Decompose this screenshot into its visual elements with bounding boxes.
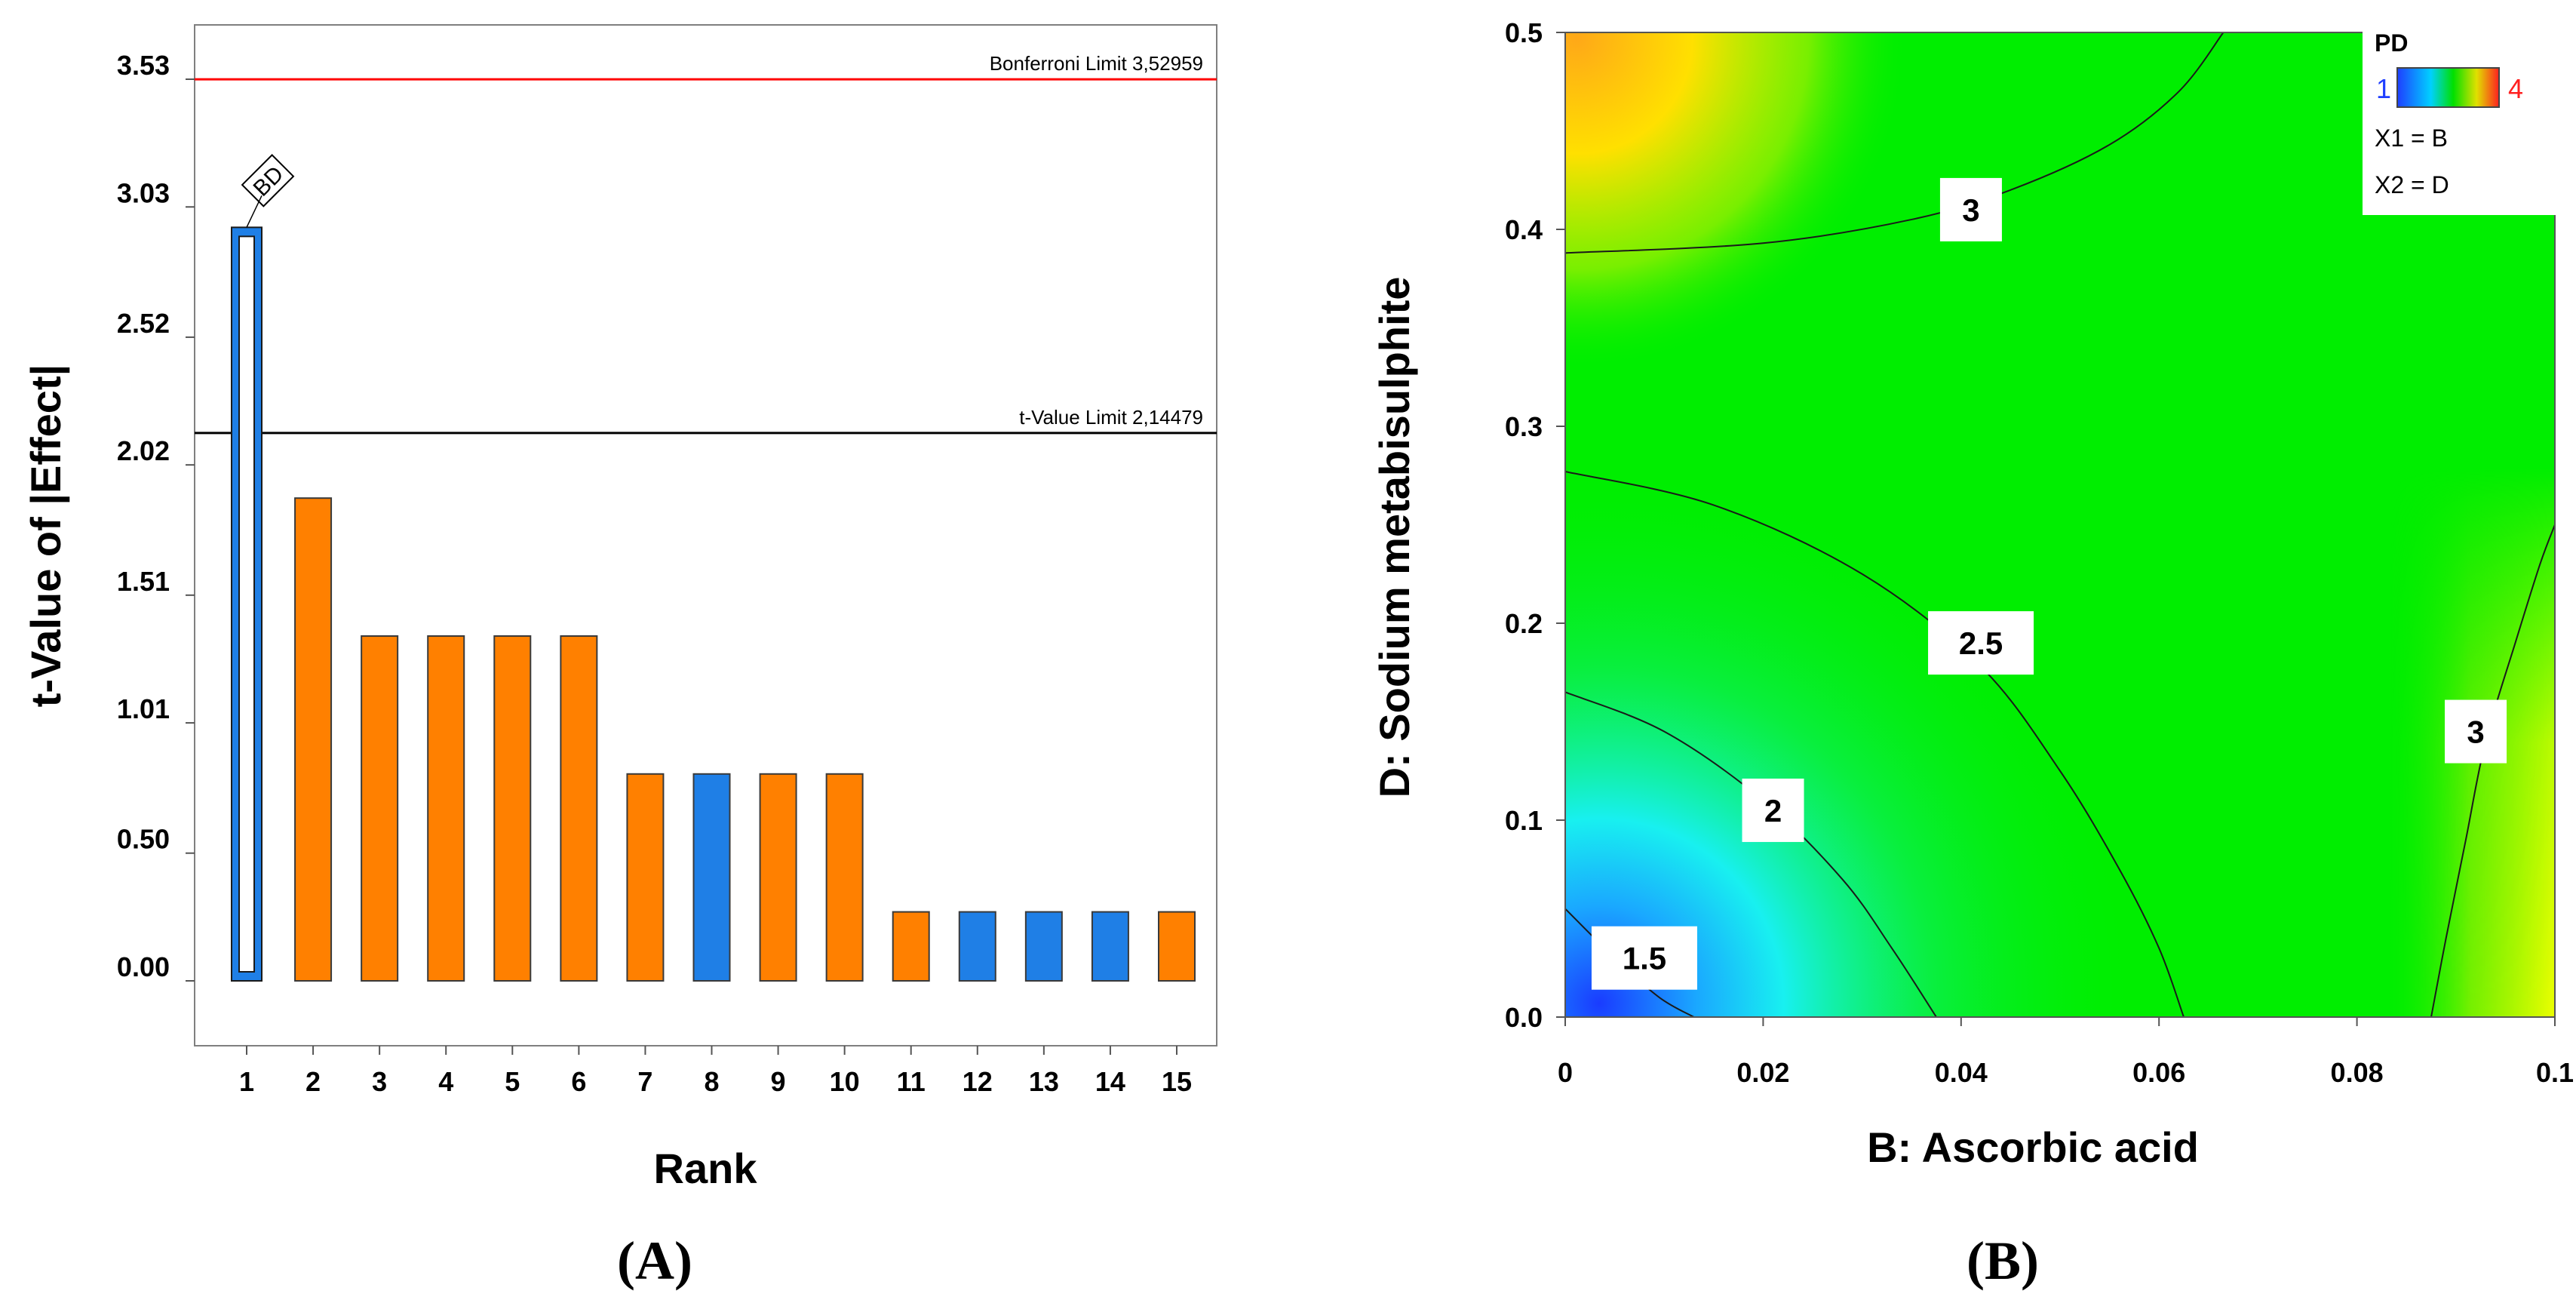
y-tick-label: 3.03	[117, 177, 170, 208]
x-tick-label: 8	[704, 1066, 719, 1097]
x-tick-label: 2	[305, 1066, 321, 1097]
x-tick-label: 4	[438, 1066, 453, 1097]
y-tick-label: 0.1	[1505, 805, 1543, 836]
bar-tag-leader	[246, 195, 263, 228]
pareto-chart: Bonferroni Limit 3,52959 t-Value Limit 2…	[22, 24, 1217, 1291]
color-legend: PD 1 4 X1 = B X2 = D	[2363, 23, 2566, 215]
legend-factor-x2: X2 = D	[2375, 171, 2449, 198]
y-axis-title-a: t-Value of |Effect|	[22, 364, 70, 708]
bar	[427, 635, 465, 982]
bar	[1024, 911, 1063, 982]
contour-label: 2.5	[1959, 625, 2003, 661]
y-tick-label: 0.0	[1505, 1002, 1543, 1033]
contour-line	[1565, 471, 2185, 1017]
bar-tag-box	[241, 153, 295, 207]
bonferroni-limit-label: Bonferroni Limit 3,52959	[990, 52, 1203, 75]
y-tick-label: 1.51	[117, 566, 170, 597]
contour-label-box	[1928, 611, 2034, 675]
contour-label: 3	[1962, 192, 1979, 228]
contour-labels: 1.5 2 2.5 3 3	[1591, 177, 2507, 990]
x-tick-label: 0.06	[2132, 1057, 2185, 1088]
x-tick-label: 5	[505, 1066, 520, 1097]
bar	[361, 635, 399, 982]
y-tick-label: 0.00	[117, 951, 170, 982]
x-tick-label: 14	[1095, 1066, 1125, 1097]
x-axis-title-b: B: Ascorbic acid	[1867, 1123, 2199, 1171]
bar	[560, 635, 598, 982]
x-tick-label: 3	[372, 1066, 387, 1097]
panel-label-a: (A)	[617, 1231, 692, 1291]
legend-max-label: 4	[2508, 73, 2523, 104]
bar	[759, 773, 797, 982]
x-tick-label: 0	[1558, 1057, 1573, 1088]
contour-label: 3	[2467, 715, 2484, 750]
x-tick-label: 0.04	[1935, 1057, 1988, 1088]
y-tick-label: 0.50	[117, 824, 170, 855]
x-tick-label: 13	[1029, 1066, 1059, 1097]
bar	[958, 911, 996, 982]
panel-label-b: (B)	[1967, 1231, 2039, 1291]
y-tick-label: 3.53	[117, 50, 170, 81]
x-axis-title-a: Rank	[654, 1145, 758, 1192]
x-tick-label: 1	[239, 1066, 254, 1097]
contour-label-box	[1939, 177, 2002, 241]
y-tick-label: 2.02	[117, 435, 170, 466]
axes-b: 0.0 0.1 0.2 0.3 0.4 0.5 0 0.02 0.04 0.06 0.08 0.1	[1505, 17, 2574, 1088]
bar	[825, 773, 864, 982]
contour-plot: 1.5 2 2.5 3 3 PD 1 4 X1 = B X2 = D 0.0 0.1 0.2…	[1371, 17, 2574, 1291]
y-tick-label: 2.52	[117, 308, 170, 339]
y-tick-label: 1.01	[117, 693, 170, 724]
y-tick-label: 0.4	[1505, 214, 1543, 245]
y-tick-label: 0.3	[1505, 411, 1543, 442]
x-tick-label: 6	[571, 1066, 586, 1097]
bar-inner	[238, 235, 255, 973]
plot-frame-b	[1564, 32, 2556, 1018]
contour-label-box	[1591, 926, 1697, 990]
x-tick-label: 0.1	[2536, 1057, 2574, 1088]
contour-label-box	[1742, 778, 1804, 842]
bar	[892, 911, 930, 982]
legend-title: PD	[2375, 29, 2408, 57]
axes-a: 0.000.501.011.512.022.523.033.531 2 3 4 5 6 7 8…	[117, 50, 1192, 1097]
legend-factor-x1: X1 = B	[2375, 124, 2448, 152]
x-tick-label: 10	[830, 1066, 860, 1097]
x-tick-label: 0.02	[1736, 1057, 1789, 1088]
contour-label: 2	[1764, 793, 1782, 828]
x-tick-label: 15	[1162, 1066, 1192, 1097]
bar	[1158, 911, 1196, 982]
contour-label-box	[2445, 699, 2507, 764]
x-tick-label: 11	[897, 1066, 926, 1097]
contour-label: 1.5	[1623, 941, 1666, 976]
y-axis-title-b: D: Sodium metabisulphite	[1371, 277, 1418, 798]
x-tick-label: 12	[963, 1066, 993, 1097]
t-value-limit-label: t-Value Limit 2,14479	[1019, 406, 1203, 429]
legend-box	[2363, 23, 2566, 215]
y-tick-label: 0.2	[1505, 608, 1543, 639]
legend-min-label: 1	[2376, 73, 2391, 104]
x-tick-label: 9	[771, 1066, 786, 1097]
bar	[493, 635, 532, 982]
x-tick-label: 7	[637, 1066, 652, 1097]
bar	[294, 497, 333, 982]
bar	[692, 773, 731, 982]
bar	[1091, 911, 1129, 982]
y-tick-label: 0.5	[1505, 17, 1543, 48]
bar	[626, 773, 665, 982]
legend-color-ramp	[2396, 67, 2500, 108]
bars: BD	[231, 153, 1196, 982]
x-tick-label: 0.08	[2331, 1057, 2384, 1088]
